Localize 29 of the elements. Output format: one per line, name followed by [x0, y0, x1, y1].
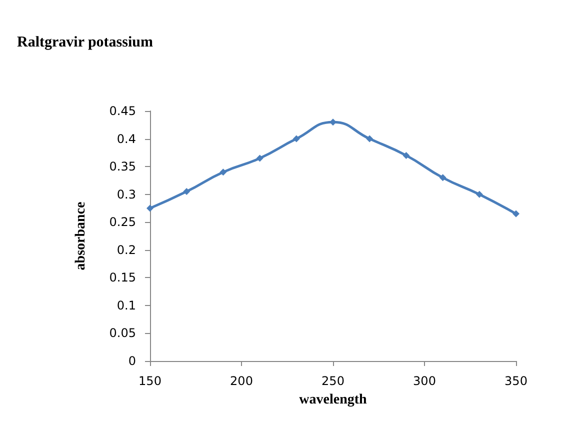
y-tick-label: 0.05 [109, 326, 136, 340]
y-tick-label: 0.45 [109, 104, 136, 118]
y-tick-label: 0.25 [109, 215, 136, 230]
point [292, 135, 300, 142]
point [183, 188, 190, 196]
point [402, 152, 410, 159]
point [476, 190, 483, 198]
point [146, 204, 154, 212]
y-tick-label: 0.3 [116, 187, 136, 202]
x-tick-label: 150 [138, 374, 162, 388]
chart-title: Raltgravir potassium [17, 34, 154, 50]
y-axis-title: absorbance [74, 202, 88, 270]
point [439, 174, 446, 182]
point [330, 118, 336, 126]
point [256, 154, 264, 162]
point [220, 168, 227, 176]
x-tick-label: 300 [413, 374, 436, 388]
y-tick-label: 0.2 [116, 242, 136, 257]
x-tick-label: 200 [230, 374, 253, 388]
x-tick-label: 350 [504, 374, 528, 388]
y-tick-label: 0.35 [109, 160, 136, 174]
y-tick-label: 0.15 [109, 270, 136, 285]
x-axis-title: wavelength [299, 392, 368, 408]
y-tick-label: 0 [128, 354, 136, 368]
x-tick-label: 250 [322, 374, 344, 388]
y-tick-label: 0.1 [116, 298, 136, 312]
y-tick-label: 0.4 [116, 132, 136, 146]
point [366, 135, 374, 142]
point [512, 210, 520, 218]
